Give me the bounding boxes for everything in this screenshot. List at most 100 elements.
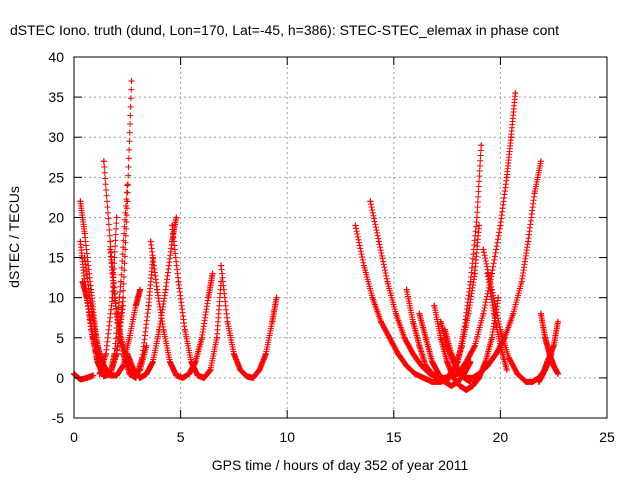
data-point xyxy=(198,334,205,341)
data-point xyxy=(94,358,101,365)
data-point xyxy=(237,366,244,373)
data-point xyxy=(459,342,466,349)
data-point xyxy=(550,362,557,369)
data-point xyxy=(145,302,152,309)
data-point xyxy=(111,294,118,301)
y-tick-label: 0 xyxy=(56,370,64,386)
data-point xyxy=(230,350,237,357)
data-point xyxy=(194,372,201,379)
x-axis-label: GPS time / hours of day 352 of year 2011 xyxy=(212,457,469,473)
data-point xyxy=(100,373,107,380)
data-point xyxy=(454,366,461,373)
data-series xyxy=(169,222,225,381)
data-point xyxy=(510,310,517,317)
data-point xyxy=(207,366,214,373)
data-point xyxy=(113,372,120,379)
data-point xyxy=(392,310,399,317)
x-tick-label: 25 xyxy=(599,429,615,445)
data-point xyxy=(450,374,457,381)
data-point xyxy=(550,342,557,349)
data-point xyxy=(476,370,483,377)
data-point xyxy=(147,238,154,245)
data-point xyxy=(77,238,84,245)
data-point xyxy=(471,342,478,349)
data-point xyxy=(128,78,135,85)
data-point xyxy=(554,318,561,325)
data-point xyxy=(173,372,180,379)
x-tick-label: 10 xyxy=(279,429,295,445)
data-point xyxy=(465,310,472,317)
data-point xyxy=(463,386,470,393)
data-point xyxy=(154,286,161,293)
data-point xyxy=(467,278,474,285)
data-point xyxy=(120,294,127,301)
data-series xyxy=(218,262,280,381)
series-trace xyxy=(367,198,482,381)
data-point xyxy=(137,366,144,373)
data-series xyxy=(71,370,97,383)
data-series xyxy=(79,278,127,380)
data-point xyxy=(201,374,208,381)
data-point xyxy=(497,342,504,349)
data-point xyxy=(493,350,500,357)
data-point xyxy=(83,294,90,301)
data-point xyxy=(437,318,444,325)
data-point xyxy=(107,246,114,253)
data-point xyxy=(471,270,478,277)
data-point xyxy=(497,222,504,229)
data-point xyxy=(441,326,448,333)
data-point xyxy=(367,198,374,205)
series-trace xyxy=(352,147,484,385)
data-point xyxy=(422,362,429,369)
data-point xyxy=(205,294,212,301)
data-point xyxy=(175,278,182,285)
data-point xyxy=(416,342,423,349)
data-point xyxy=(375,238,382,245)
y-tick-label: 20 xyxy=(48,209,64,225)
data-point xyxy=(179,374,186,381)
data-point xyxy=(429,358,436,365)
x-tick-label: 20 xyxy=(493,429,509,445)
data-point xyxy=(409,350,416,357)
data-point xyxy=(484,270,491,277)
chart-title: dSTEC Iono. truth (dund, Lon=170, Lat=-4… xyxy=(10,22,559,38)
data-point xyxy=(117,278,124,285)
data-series xyxy=(484,270,510,373)
data-point xyxy=(435,370,442,377)
data-point xyxy=(77,198,84,205)
y-axis-label: dSTEC / TECUs xyxy=(6,186,22,288)
data-point xyxy=(544,358,551,365)
y-tick-label: 35 xyxy=(48,89,64,105)
data-point xyxy=(482,358,489,365)
data-point xyxy=(540,370,547,377)
data-point xyxy=(503,174,510,181)
data-point xyxy=(124,350,131,357)
y-tick-label: 30 xyxy=(48,129,64,145)
data-point xyxy=(429,378,436,385)
data-point xyxy=(90,334,97,341)
series-trace xyxy=(71,370,96,383)
data-point xyxy=(113,350,120,357)
data-point xyxy=(416,310,423,317)
data-point xyxy=(83,374,90,381)
data-point xyxy=(107,238,114,245)
data-point xyxy=(422,334,429,341)
data-point xyxy=(480,246,487,253)
data-point xyxy=(403,362,410,369)
data-point xyxy=(102,350,109,357)
data-point xyxy=(554,370,561,377)
data-point xyxy=(495,294,502,301)
data-point xyxy=(96,370,103,377)
data-point xyxy=(186,370,193,377)
data-point xyxy=(162,286,169,293)
data-point xyxy=(508,134,515,141)
data-point xyxy=(469,382,476,389)
data-point xyxy=(412,370,419,377)
data-point xyxy=(488,334,495,341)
plot-frame xyxy=(73,56,608,419)
data-point xyxy=(478,142,485,149)
y-tick-label: 5 xyxy=(56,330,64,346)
data-point xyxy=(90,372,97,379)
data-point xyxy=(213,334,220,341)
